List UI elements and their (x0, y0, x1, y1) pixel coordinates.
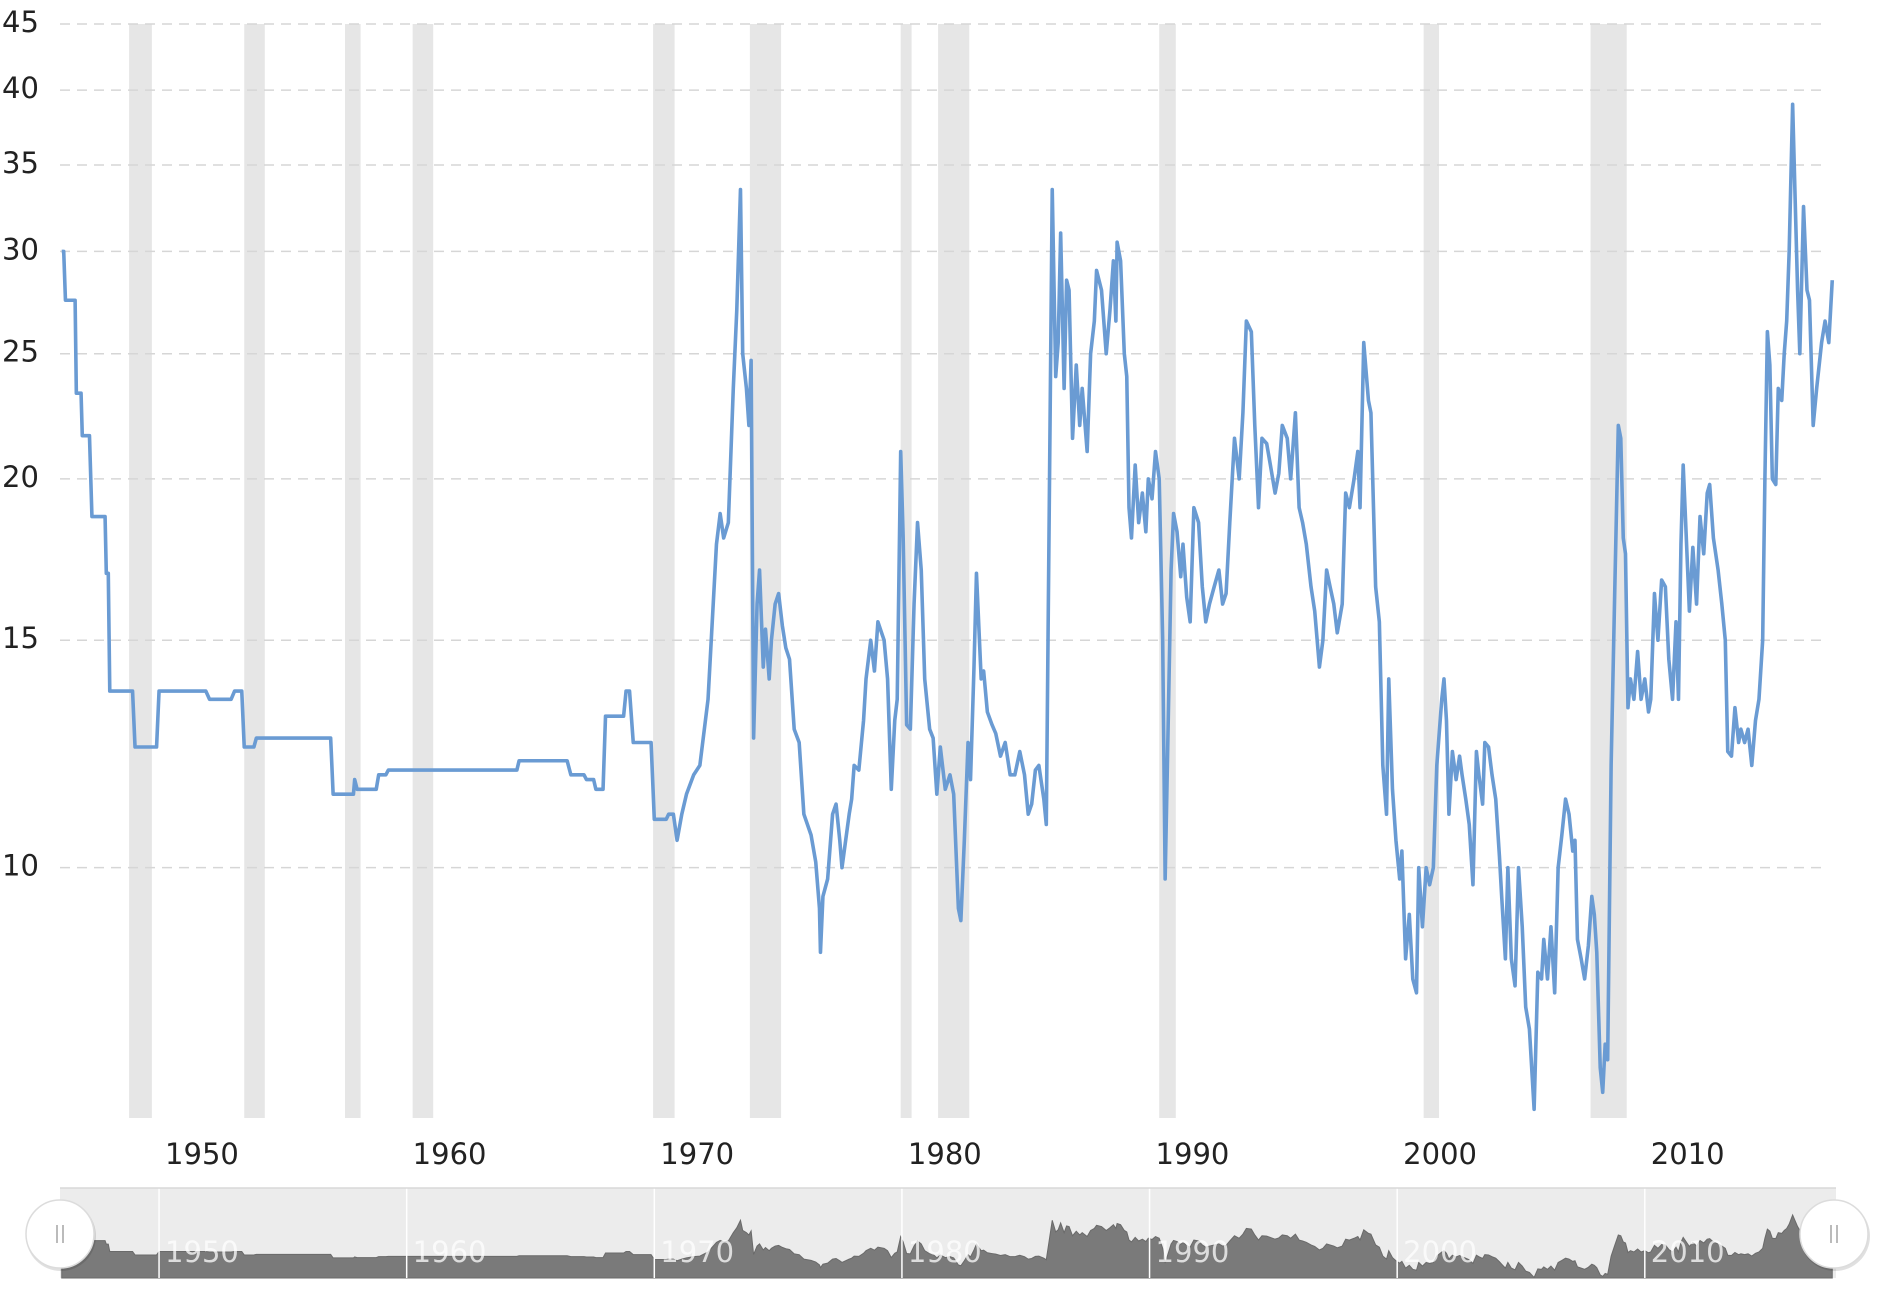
handle-circle (1799, 1199, 1869, 1269)
data-line (61, 102, 1835, 1112)
handle-circle (25, 1199, 95, 1269)
grid-layer (60, 23, 1823, 869)
recession-band (129, 24, 152, 1118)
navigator-label: 1980 (908, 1235, 982, 1269)
navigator-label: 2010 (1651, 1235, 1725, 1269)
axis-layer: 10 15 20 25 30 35 40 45 1950 1960 1970 1980 1990 2000… (2, 5, 1725, 1171)
recession-layer (129, 24, 1627, 1118)
y-tick-label: 40 (2, 71, 39, 105)
y-tick-label: 20 (2, 460, 39, 494)
x-tick-label: 2010 (1651, 1137, 1725, 1171)
recession-band (244, 24, 265, 1118)
navigator-handle[interactable] (25, 1199, 96, 1271)
recession-band (749, 24, 782, 1118)
navigator-label: 1990 (1156, 1235, 1230, 1269)
recession-band (1423, 24, 1440, 1118)
recession-band (653, 24, 675, 1118)
line-layer (61, 102, 1835, 1112)
x-tick-label: 1960 (413, 1137, 487, 1171)
y-tick-label: 45 (2, 5, 39, 39)
y-tick-label: 30 (2, 232, 39, 266)
x-tick-label: 1980 (908, 1137, 982, 1171)
navigator-label: 2000 (1403, 1235, 1477, 1269)
recession-band (412, 24, 434, 1118)
recession-band (938, 24, 970, 1118)
navigator-label: 1950 (165, 1235, 239, 1269)
y-tick-label: 25 (2, 335, 39, 369)
x-tick-label: 1990 (1156, 1137, 1230, 1171)
y-tick-label: 15 (2, 621, 39, 655)
recession-band (345, 24, 361, 1118)
y-tick-label: 10 (2, 849, 39, 883)
x-tick-label: 1970 (660, 1137, 734, 1171)
navigator-handle[interactable] (1799, 1199, 1870, 1271)
navigator[interactable]: 1950 1960 1970 1980 1990 2000 2010 (25, 1187, 1870, 1279)
navigator-label: 1970 (660, 1235, 734, 1269)
y-tick-label: 35 (2, 146, 39, 180)
x-tick-label: 2000 (1403, 1137, 1477, 1171)
navigator-label: 1960 (413, 1235, 487, 1269)
recession-band (900, 24, 912, 1118)
x-tick-label: 1950 (165, 1137, 239, 1171)
navigator-area (61, 1213, 1833, 1279)
